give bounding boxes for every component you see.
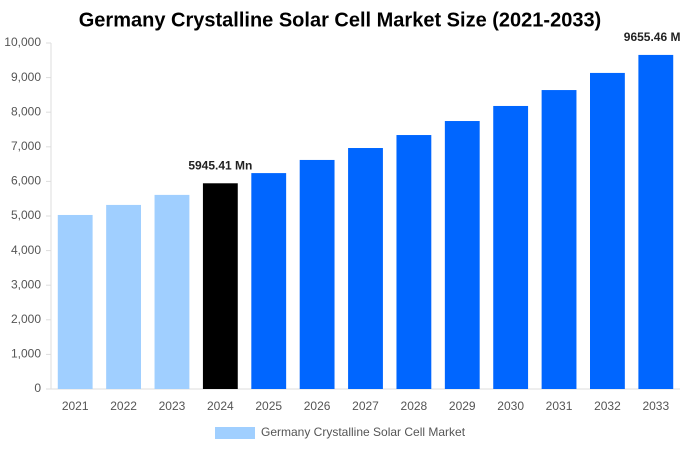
x-tick-label: 2031	[546, 399, 573, 413]
bar	[493, 105, 529, 390]
y-tick-label: 5,000	[11, 208, 41, 222]
x-tick-label: 2026	[304, 399, 331, 413]
x-tick-label: 2032	[594, 399, 621, 413]
y-tick-label: 4,000	[11, 243, 41, 257]
x-tick-label: 2021	[62, 399, 89, 413]
x-tick-label: 2033	[642, 399, 669, 413]
value-label: 5945.41 Mn	[188, 158, 252, 172]
x-tick-label: 2027	[352, 399, 379, 413]
y-tick-label: 1,000	[11, 347, 41, 361]
y-tick-label: 8,000	[11, 104, 41, 118]
x-tick-label: 2029	[449, 399, 476, 413]
y-tick-label: 10,000	[4, 35, 41, 49]
y-tick-label: 3,000	[11, 277, 41, 291]
y-tick-label: 7,000	[11, 139, 41, 153]
y-tick-label: 2,000	[11, 312, 41, 326]
x-tick-label: 2030	[497, 399, 524, 413]
legend-swatch	[215, 427, 255, 439]
x-tick-label: 2022	[110, 399, 137, 413]
bar	[202, 183, 238, 389]
value-label: 9655.46 Mn	[624, 30, 680, 44]
bar	[444, 121, 480, 389]
bar	[251, 173, 287, 389]
bar	[154, 194, 190, 389]
bar	[396, 135, 432, 389]
y-tick-label: 6,000	[11, 174, 41, 188]
x-tick-label: 2024	[207, 399, 234, 413]
y-tick-label: 9,000	[11, 70, 41, 84]
bar	[541, 90, 577, 389]
bar	[57, 214, 93, 389]
x-tick-label: 2025	[255, 399, 282, 413]
y-tick-label: 0	[34, 381, 41, 395]
x-tick-label: 2023	[159, 399, 186, 413]
legend-label: Germany Crystalline Solar Cell Market	[261, 425, 466, 439]
bar	[590, 72, 625, 389]
bar	[106, 204, 141, 389]
bar	[638, 54, 674, 390]
bar	[299, 159, 335, 389]
bar	[348, 148, 383, 389]
x-tick-label: 2028	[401, 399, 428, 413]
chart-title: Germany Crystalline Solar Cell Market Si…	[79, 9, 601, 31]
